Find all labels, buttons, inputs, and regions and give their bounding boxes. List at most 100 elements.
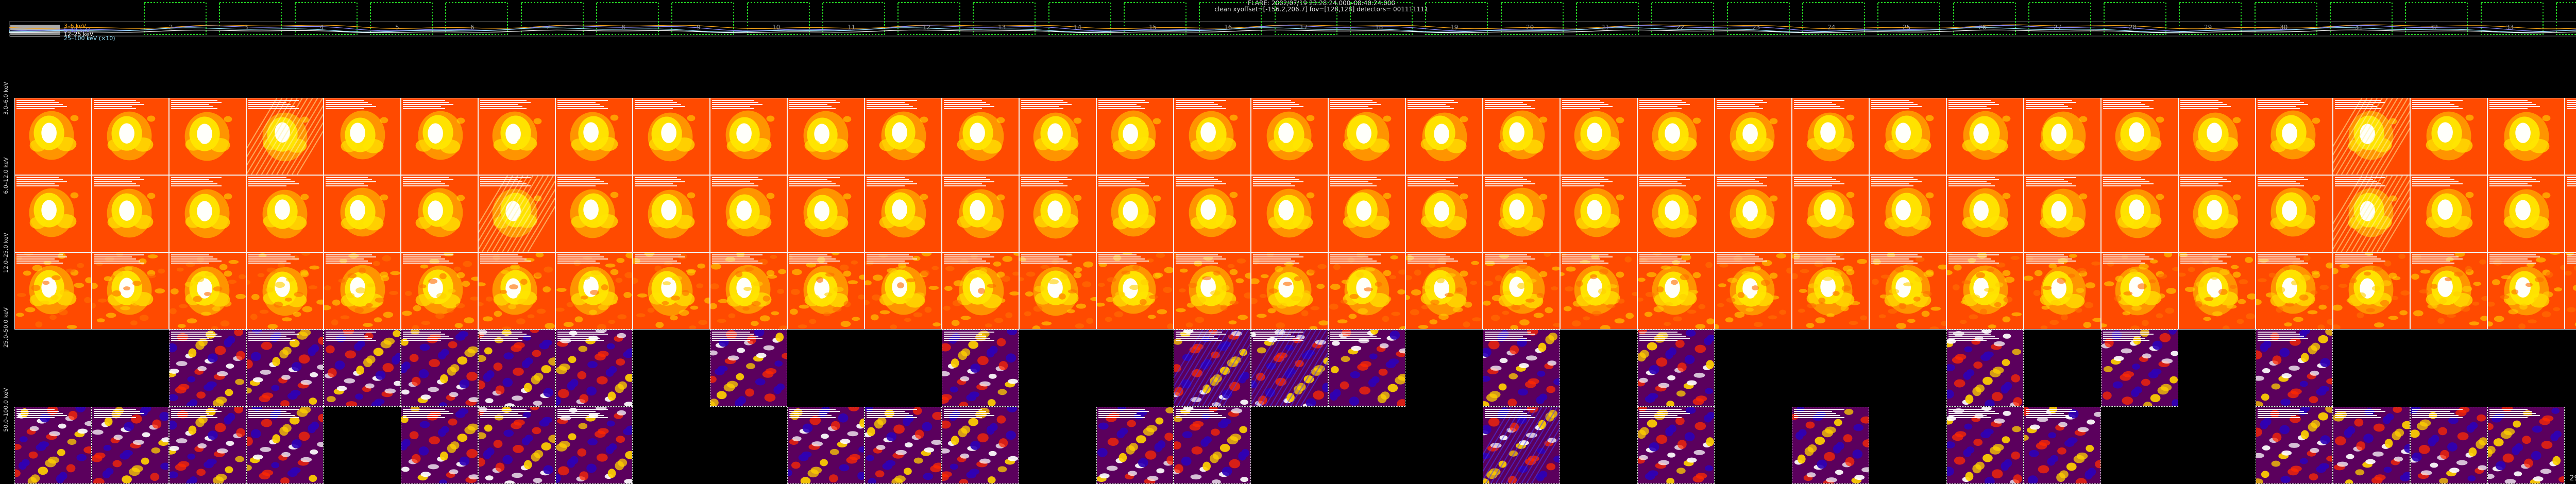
image-blob bbox=[1074, 267, 1082, 272]
image-blob bbox=[920, 194, 928, 200]
meta-line bbox=[171, 106, 213, 107]
meta-line bbox=[403, 263, 453, 264]
image-blob bbox=[2075, 307, 2082, 313]
meta-line bbox=[2489, 258, 2528, 260]
image-blob bbox=[1617, 298, 1625, 304]
image-blob bbox=[2392, 276, 2401, 281]
image-blob bbox=[996, 415, 1006, 424]
meta-line bbox=[2489, 263, 2536, 264]
panel-image bbox=[942, 98, 1019, 175]
image-blob bbox=[282, 424, 292, 433]
panel-image bbox=[2488, 253, 2564, 329]
image-blob bbox=[1533, 313, 1544, 318]
meta-line bbox=[1717, 254, 1755, 255]
image-blob bbox=[440, 426, 449, 434]
image-blob bbox=[743, 287, 752, 291]
image-blob bbox=[227, 280, 237, 284]
image-blob bbox=[513, 368, 524, 376]
meta-line bbox=[557, 263, 600, 264]
image-blob bbox=[1035, 137, 1052, 150]
image-blob bbox=[308, 285, 318, 290]
image-blob bbox=[2172, 267, 2178, 271]
meta-line bbox=[94, 102, 140, 103]
panel-image bbox=[942, 407, 1019, 483]
panel-meta bbox=[2567, 177, 2576, 199]
image-blob bbox=[344, 378, 355, 384]
image-blob bbox=[1964, 346, 1973, 353]
panel-background bbox=[1947, 407, 2023, 483]
image-blob bbox=[1742, 278, 1758, 299]
image-panel bbox=[324, 252, 401, 330]
interval-box bbox=[1124, 2, 1187, 35]
image-blob bbox=[1444, 292, 1454, 297]
meta-line bbox=[1871, 179, 1918, 180]
image-blob bbox=[906, 278, 916, 283]
meta-line bbox=[2412, 106, 2459, 107]
image-blob bbox=[534, 272, 542, 278]
image-blob bbox=[429, 436, 440, 445]
image-blob bbox=[1047, 123, 1063, 144]
image-panel bbox=[1174, 330, 1251, 407]
image-blob bbox=[345, 350, 357, 359]
image-blob bbox=[1938, 264, 1946, 270]
artifact-stripe bbox=[2356, 176, 2403, 252]
image-blob bbox=[1834, 292, 1855, 307]
panel-meta bbox=[1253, 99, 1325, 122]
meta-line bbox=[2412, 261, 2450, 262]
image-blob bbox=[1820, 199, 1836, 220]
image-blob bbox=[1098, 422, 1109, 430]
meta-line bbox=[2103, 263, 2145, 264]
image-panel bbox=[2101, 252, 2178, 330]
image-blob bbox=[2454, 253, 2465, 257]
image-blob bbox=[21, 459, 30, 466]
meta-line bbox=[557, 183, 608, 184]
image-blob bbox=[609, 300, 618, 304]
meta-line bbox=[171, 332, 213, 333]
image-panel bbox=[710, 175, 787, 252]
image-blob bbox=[517, 136, 537, 151]
meta-line bbox=[94, 417, 136, 418]
panel-meta bbox=[94, 99, 166, 122]
image-blob bbox=[544, 266, 553, 273]
interval-number: 30 bbox=[2280, 24, 2288, 31]
panel-meta bbox=[1717, 177, 1789, 199]
image-blob bbox=[1220, 304, 1228, 311]
image-blob bbox=[2535, 257, 2546, 263]
meta-line bbox=[2026, 263, 2064, 264]
row-label-text: 12.0–25.0 keV bbox=[3, 232, 9, 273]
meta-line bbox=[1330, 100, 1372, 101]
image-blob bbox=[1693, 450, 1705, 455]
meta-line bbox=[789, 108, 836, 109]
image-blob bbox=[350, 123, 365, 143]
artifact-stripe bbox=[1207, 334, 1250, 406]
meta-line bbox=[480, 258, 527, 260]
image-blob bbox=[1230, 434, 1242, 441]
meta-line bbox=[1021, 100, 1063, 101]
image-blob bbox=[382, 363, 394, 372]
image-blob bbox=[208, 353, 218, 363]
panel-image bbox=[2256, 98, 2332, 175]
image-panel bbox=[1637, 98, 1715, 175]
image-blob bbox=[2526, 283, 2533, 287]
artifact-stripe bbox=[512, 180, 555, 252]
image-blob bbox=[816, 276, 824, 283]
meta-line bbox=[789, 254, 827, 255]
image-panel bbox=[942, 252, 1019, 330]
image-blob bbox=[1058, 214, 1079, 228]
panel-image bbox=[247, 407, 323, 483]
image-blob bbox=[1436, 277, 1445, 284]
meta-line bbox=[1639, 411, 1686, 412]
image-panel bbox=[14, 252, 92, 330]
meta-line bbox=[403, 417, 445, 418]
image-blob bbox=[1430, 299, 1440, 305]
meta-line bbox=[248, 256, 295, 257]
meta-line bbox=[171, 254, 209, 255]
interval-number: 10 bbox=[772, 24, 781, 31]
panel-image bbox=[2102, 253, 2178, 329]
image-blob bbox=[1365, 267, 1375, 272]
image-blob bbox=[1575, 281, 1583, 287]
image-blob bbox=[608, 320, 616, 324]
meta-line bbox=[480, 415, 522, 416]
image-blob bbox=[32, 265, 43, 271]
meta-line bbox=[1176, 258, 1226, 260]
